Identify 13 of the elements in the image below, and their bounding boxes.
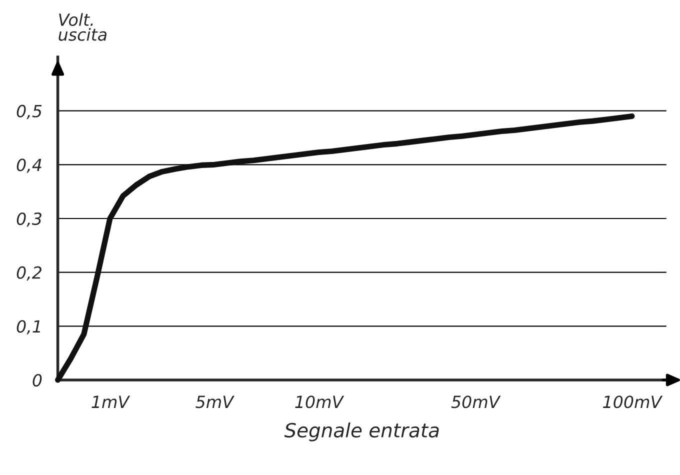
x-tick-label: 5mV (196, 396, 234, 408)
y-tick-label: 0,3 (16, 212, 42, 227)
y-axis-title: Volt. uscita (58, 13, 106, 41)
y-tick-label: 0,1 (16, 320, 40, 334)
y-tick-label: 0,4 (16, 158, 42, 173)
x-tick-label: 10mV (295, 396, 344, 408)
x-tick-label: 50mV (451, 396, 501, 408)
x-tick-label: 100mV (603, 396, 663, 408)
y-tick-label: 0,5 (16, 104, 42, 120)
x-tick-label: 1mV (92, 396, 130, 408)
y-tick-label: 0 (32, 374, 42, 387)
x-axis-title: Segnale entrata (284, 422, 439, 442)
y-tick-label: 0,2 (16, 266, 42, 281)
